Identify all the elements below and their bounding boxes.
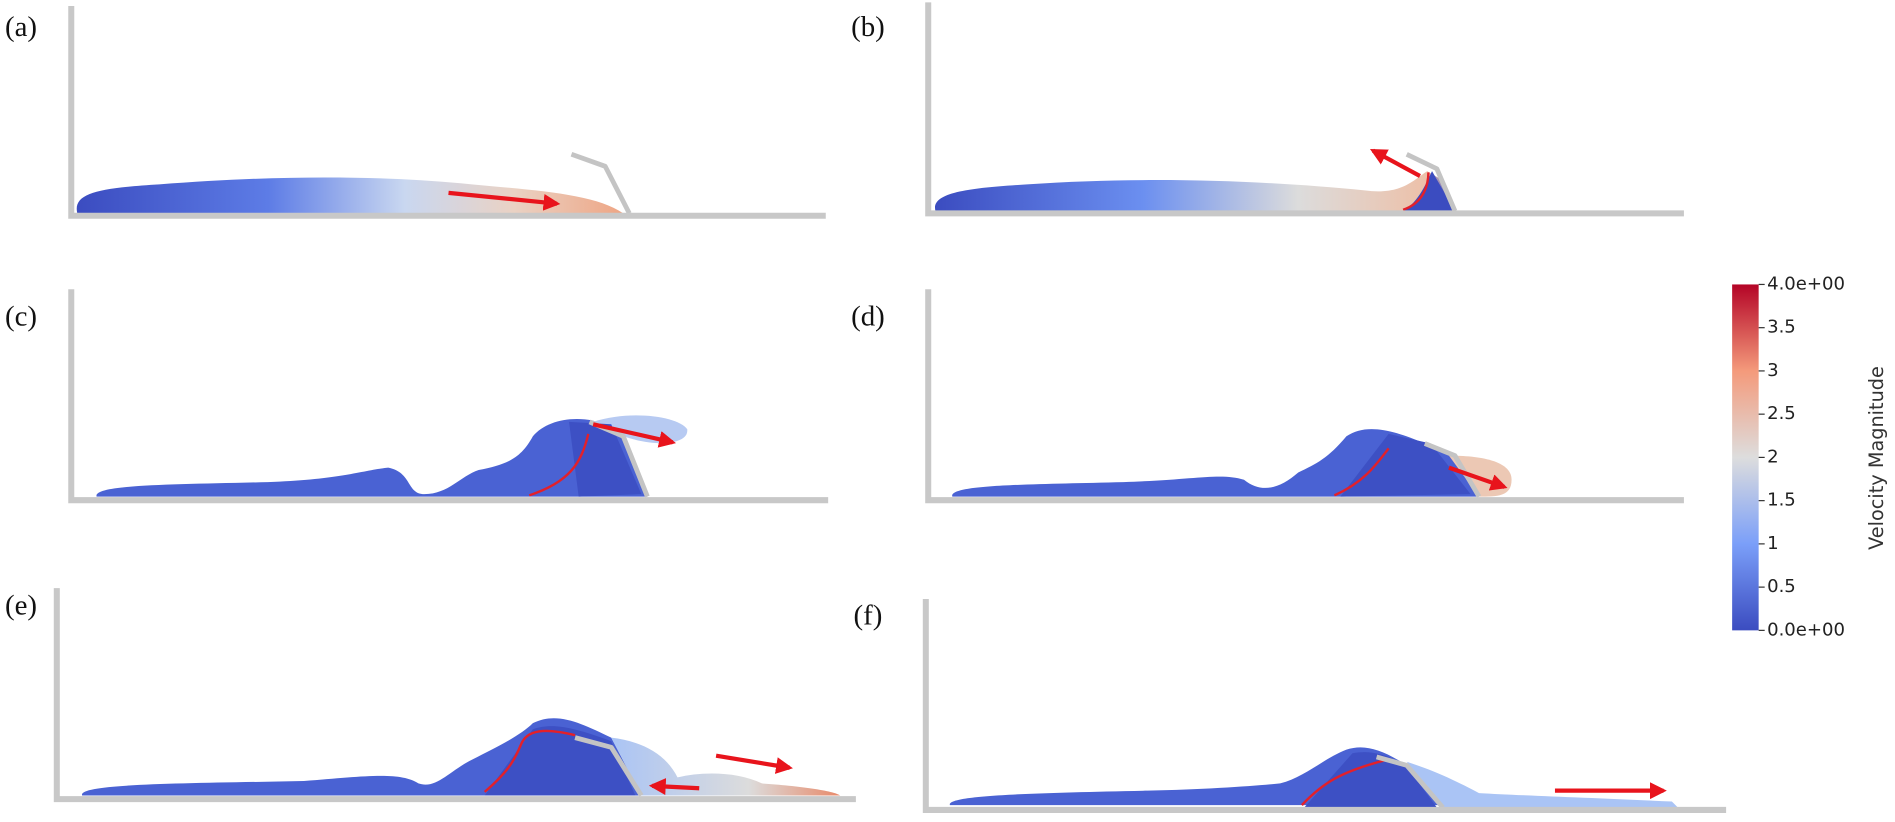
panel-e	[53, 588, 856, 803]
panel-label: (c)	[5, 300, 37, 332]
panel-label: (d)	[851, 300, 885, 332]
panel-label: (a)	[5, 11, 37, 43]
colorbar-ticks: 0.0e+00 0.5 1 1.5 2 2.5 3 3.5 4.0e+00	[1758, 273, 1845, 640]
colorbar-tick-label: 2.5	[1767, 403, 1796, 424]
panel-b	[925, 2, 1684, 217]
colorbar-title: Velocity Magnitude	[1865, 366, 1888, 550]
colorbar-tick-label: 1	[1767, 533, 1779, 554]
colorbar-tick-label: 4.0e+00	[1767, 273, 1845, 294]
panel-label: (e)	[5, 590, 37, 622]
colorbar-tick-label: 1.5	[1767, 490, 1796, 511]
panel-c	[68, 289, 829, 504]
panel-f	[922, 599, 1727, 813]
colorbar-tick-label: 0.5	[1767, 576, 1796, 597]
colorbar	[1732, 284, 1759, 631]
colorbar-tick-label: 3	[1767, 360, 1779, 381]
colorbar-tick-label: 3.5	[1767, 317, 1796, 338]
panel-label: (b)	[851, 11, 885, 43]
colorbar-tick-label: 2	[1767, 446, 1779, 467]
panel-d	[925, 289, 1684, 504]
colorbar-tick-label: 0.0e+00	[1767, 619, 1845, 640]
panel-label: (f)	[853, 599, 882, 631]
panel-a	[68, 6, 826, 219]
